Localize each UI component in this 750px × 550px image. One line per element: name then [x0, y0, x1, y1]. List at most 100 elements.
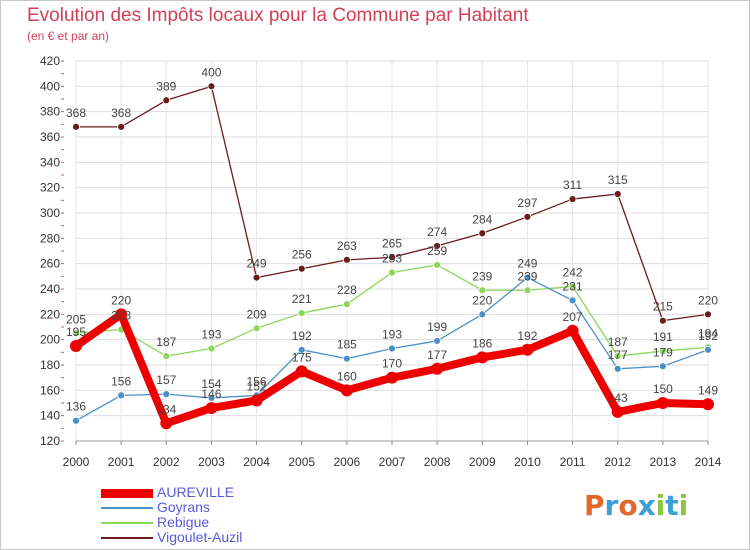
data-point-rebigue [207, 344, 216, 353]
data-point-vigoulet-auzil [342, 255, 351, 264]
data-point-aureville [611, 405, 624, 418]
data-point-aureville [702, 398, 714, 411]
data-point-goyrans [207, 394, 216, 402]
y-tick-label: 200 [40, 333, 60, 347]
data-label-vigoulet-auzil: 368 [66, 106, 86, 120]
data-point-rebigue [658, 347, 667, 355]
data-point-vigoulet-auzil [162, 96, 171, 105]
brand-letter: x [637, 489, 656, 522]
data-label-vigoulet-auzil: 400 [201, 65, 221, 79]
x-tick-label: 2004 [243, 455, 270, 469]
data-label-vigoulet-auzil: 315 [608, 173, 628, 187]
data-label-goyrans: 157 [156, 373, 176, 387]
data-point-vigoulet-auzil [72, 122, 80, 131]
data-point-aureville [205, 402, 218, 415]
data-label-vigoulet-auzil: 274 [427, 225, 447, 239]
data-point-aureville [476, 351, 489, 364]
x-tick-label: 2003 [198, 455, 225, 469]
data-label-goyrans: 249 [517, 257, 537, 271]
brand-letter: i [655, 489, 666, 522]
data-label-aureville: 149 [698, 383, 718, 397]
data-label-goyrans: 136 [66, 400, 86, 414]
x-tick-label: 2008 [424, 455, 451, 469]
y-tick-label: 340 [40, 155, 60, 169]
data-label-aureville: 134 [156, 402, 176, 416]
x-tick-label: 2014 [695, 455, 722, 469]
data-label-vigoulet-auzil: 256 [292, 248, 312, 262]
y-tick-label: 120 [40, 434, 60, 448]
data-point-vigoulet-auzil [568, 195, 577, 203]
data-label-vigoulet-auzil: 265 [382, 236, 402, 250]
data-label-rebigue: 187 [608, 335, 628, 349]
data-label-aureville: 220 [111, 293, 131, 307]
brand-letter: P [584, 489, 605, 522]
grid-lines [75, 60, 709, 442]
data-point-goyrans [388, 344, 396, 353]
data-point-vigoulet-auzil [478, 229, 487, 238]
data-label-rebigue: 209 [247, 307, 267, 321]
x-tick-label: 2011 [560, 455, 586, 469]
data-label-vigoulet-auzil: 389 [156, 79, 176, 93]
data-point-rebigue [388, 268, 396, 277]
series-lines [70, 82, 714, 430]
data-label-aureville: 160 [337, 369, 357, 383]
x-tick-label: 2013 [650, 455, 677, 469]
data-label-goyrans: 220 [472, 293, 492, 307]
brand-logo: Proxiti [584, 489, 688, 522]
data-point-aureville [386, 371, 398, 384]
data-label-aureville: 186 [472, 336, 492, 350]
axes: 120 140 160 180 200 220 240 260 280 300 320 340 360 3… [40, 54, 722, 469]
legend-swatch [101, 488, 153, 498]
data-label-vigoulet-auzil: 215 [653, 300, 673, 314]
data-point-goyrans [342, 354, 351, 363]
data-label-aureville: 177 [427, 348, 447, 362]
legend-label: AUREVILLE [157, 484, 235, 500]
data-point-rebigue [523, 286, 532, 295]
data-label-rebigue: 191 [653, 330, 673, 344]
brand-letter: i [678, 489, 689, 522]
brand-letter: r [604, 489, 619, 522]
x-tick-label: 2005 [288, 455, 315, 469]
data-label-vigoulet-auzil: 284 [472, 212, 492, 226]
data-label-rebigue: 228 [337, 283, 357, 297]
data-point-vigoulet-auzil [523, 212, 532, 221]
data-label-vigoulet-auzil: 297 [517, 196, 537, 210]
legend-swatch [101, 507, 153, 509]
data-label-rebigue: 242 [563, 265, 583, 279]
data-labels: 368 368 389 400 249 256 263 265 274 284 297 311 315 2… [66, 65, 718, 416]
data-point-aureville [431, 362, 444, 375]
data-label-aureville: 170 [382, 357, 402, 371]
data-point-vigoulet-auzil [658, 316, 667, 325]
data-label-rebigue: 239 [517, 269, 537, 283]
legend-swatch [101, 522, 153, 524]
data-point-goyrans [297, 345, 306, 354]
data-label-rebigue: 194 [698, 326, 718, 340]
x-tick-label: 2006 [334, 455, 361, 469]
data-point-rebigue [478, 286, 487, 295]
data-point-aureville [521, 343, 534, 356]
data-label-aureville: 146 [201, 387, 221, 401]
data-label-goyrans: 193 [382, 328, 402, 342]
data-label-aureville: 175 [292, 350, 312, 364]
y-tick-label: 280 [40, 231, 60, 245]
data-point-goyrans [523, 273, 532, 282]
brand-letter: o [618, 489, 638, 522]
data-label-goyrans: 185 [337, 338, 357, 352]
data-point-aureville [70, 340, 82, 352]
data-label-rebigue: 208 [111, 309, 131, 323]
data-point-aureville [656, 397, 669, 409]
data-label-aureville: 192 [517, 329, 537, 343]
data-point-rebigue [72, 329, 80, 338]
y-tick-label: 160 [40, 383, 60, 397]
data-point-aureville [566, 324, 579, 337]
data-point-aureville [340, 384, 353, 397]
data-point-rebigue [433, 261, 442, 269]
y-tick-label: 380 [40, 105, 60, 119]
data-label-vigoulet-auzil: 220 [698, 293, 718, 307]
x-tick-label: 2009 [469, 455, 496, 469]
data-point-goyrans [478, 310, 487, 319]
y-tick-label: 180 [40, 358, 60, 372]
data-point-goyrans [613, 364, 622, 373]
